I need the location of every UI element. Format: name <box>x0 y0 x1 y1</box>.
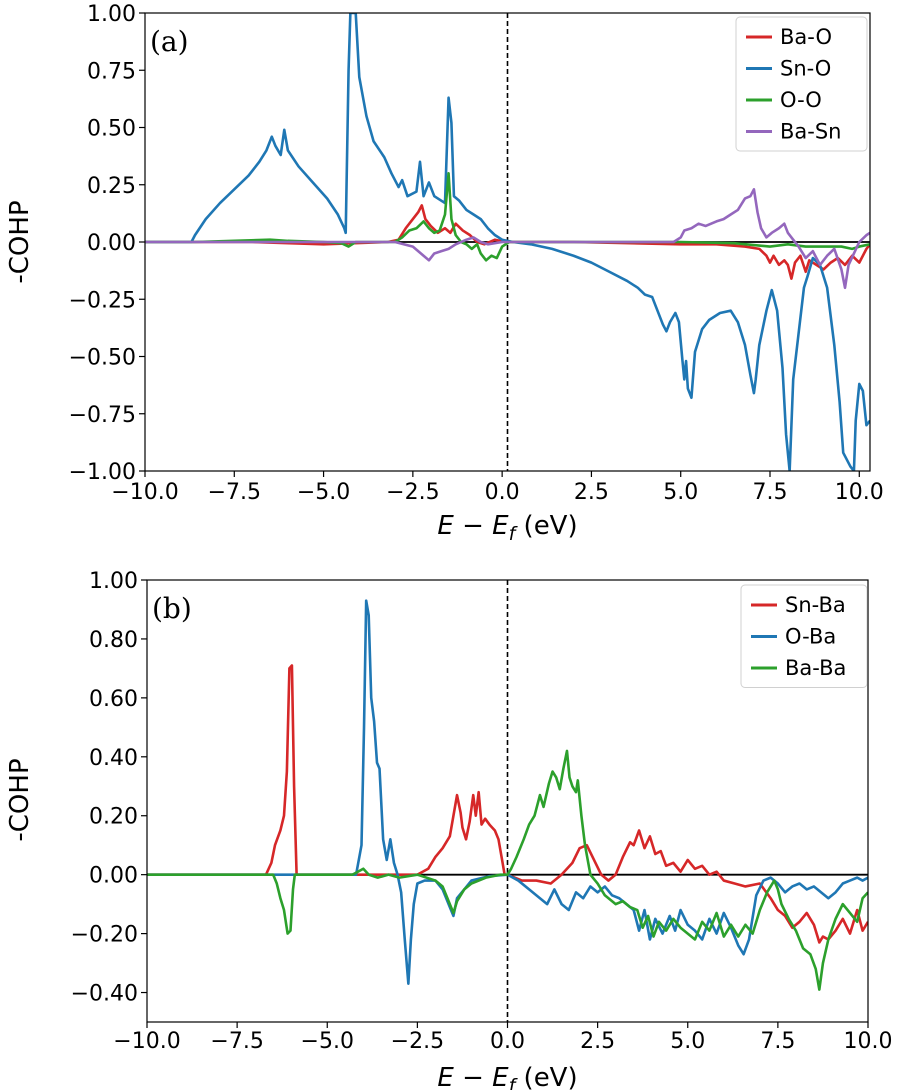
y-tick-label: 0.60 <box>89 687 138 712</box>
panel-label: (b) <box>152 592 192 625</box>
series-line-sn-o <box>145 13 870 471</box>
x-tick-label: 5.0 <box>663 480 698 505</box>
legend-label: Ba-O <box>780 25 832 49</box>
legend-label: Ba-Ba <box>785 656 846 680</box>
x-tick-label: 2.5 <box>580 1029 615 1054</box>
x-axis-label: E − Ef (eV) <box>437 1063 577 1090</box>
series-line-o-o <box>145 172 870 262</box>
x-tick-label: −2.5 <box>386 480 439 505</box>
x-tick-label: −2.5 <box>391 1029 444 1054</box>
y-tick-label: 0.40 <box>89 746 138 771</box>
y-tick-label: 0.25 <box>87 174 136 199</box>
x-tick-label: 7.5 <box>753 480 788 505</box>
x-tick-label: −7.5 <box>208 480 261 505</box>
y-tick-label: 0.80 <box>89 628 138 653</box>
x-tick-label: 0.0 <box>485 480 520 505</box>
y-tick-label: −0.40 <box>71 982 138 1007</box>
series-line-ba-ba <box>147 749 868 991</box>
x-tick-label: −10.0 <box>111 480 178 505</box>
x-tick-label: 7.5 <box>760 1029 795 1054</box>
legend-label: O-O <box>780 88 822 112</box>
series-line-sn-ba <box>147 664 868 944</box>
panel-b: −10.0 −7.5 −5.0 −2.5 0.0 2.5 5.0 7.5 10.0 1.00 0.8… <box>5 569 892 1090</box>
y-tick-label: −0.50 <box>69 346 136 371</box>
x-tick-label: −5.0 <box>297 480 350 505</box>
x-tick-label: 10.0 <box>835 480 884 505</box>
panel-label: (a) <box>150 25 189 58</box>
x-tick-label: 10.0 <box>844 1029 893 1054</box>
y-tick-label: −0.20 <box>71 923 138 948</box>
legend-label: O-Ba <box>785 625 836 649</box>
series-line-ba-sn <box>145 188 870 290</box>
x-tick-label: 2.5 <box>574 480 609 505</box>
y-tick-label: 0.50 <box>87 117 136 142</box>
legend-label: Sn-O <box>780 57 831 81</box>
y-tick-label: 1.00 <box>87 2 136 27</box>
y-tick-label: −1.00 <box>69 460 136 485</box>
y-tick-label: 0.00 <box>89 864 138 889</box>
y-tick-label: 0.75 <box>87 59 136 84</box>
y-axis-label: -COHP <box>5 758 35 841</box>
x-tick-label: −10.0 <box>113 1029 180 1054</box>
legend: Ba-O Sn-O O-O Ba-Sn <box>735 16 868 152</box>
y-tick-label: −0.75 <box>69 403 136 428</box>
x-tick-label: 0.0 <box>490 1029 525 1054</box>
legend-label: Ba-Sn <box>780 120 842 144</box>
y-tick-label: 0.20 <box>89 805 138 830</box>
x-axis-label: E − Ef (eV) <box>437 511 577 545</box>
y-axis-label: -COHP <box>5 200 35 283</box>
y-tick-label: 1.00 <box>89 569 138 594</box>
legend: Sn-Ba O-Ba Ba-Ba <box>740 584 868 688</box>
legend-box <box>735 16 868 152</box>
x-tick-label: −5.0 <box>301 1029 354 1054</box>
x-tick-label: 5.0 <box>670 1029 705 1054</box>
y-tick-label: 0.00 <box>87 231 136 256</box>
y-tick-label: −0.25 <box>69 288 136 313</box>
panel-a: −10.0 −7.5 −5.0 −2.5 0.0 2.5 5.0 7.5 10.0 1.00 0.7… <box>5 2 884 545</box>
legend-label: Sn-Ba <box>785 593 846 617</box>
series-group <box>145 13 870 471</box>
legend-box <box>740 584 868 688</box>
x-tick-label: −7.5 <box>210 1029 263 1054</box>
series-group <box>147 599 868 991</box>
